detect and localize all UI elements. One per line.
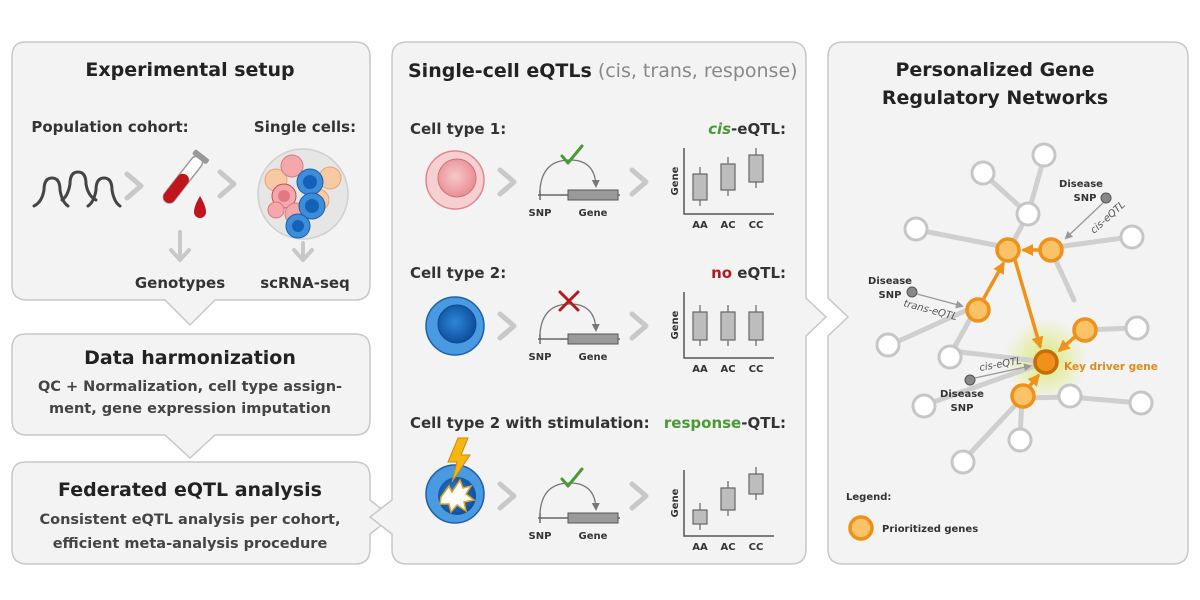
network-nodes: [875, 142, 1154, 475]
prioritized-edges: [982, 244, 1078, 390]
boxplot-box: [692, 509, 708, 525]
svg-text:SNP: SNP: [529, 352, 552, 363]
cis-eqtl-result: cis-eQTL:: [708, 120, 786, 138]
boxplot-box: [748, 154, 764, 183]
boxplot-box: [720, 311, 736, 341]
arrow-right-icon: [629, 167, 649, 197]
stimulated-cell-icon: [425, 437, 485, 524]
legend: Legend: Prioritized genes: [846, 492, 978, 541]
single-cells-icon: [257, 148, 349, 240]
experimental-setup-panel: Experimental setup Population cohort: Si…: [11, 41, 371, 327]
arrow-right-icon: [217, 169, 237, 199]
genotype-label: AC: [720, 364, 735, 375]
cell-type-2-label: Cell type 2:: [410, 264, 506, 282]
prioritized-nodes: [965, 237, 1098, 409]
arrow-right-icon: [629, 481, 649, 511]
genotype-label: CC: [749, 364, 764, 375]
grn-title-line-1: Personalized Gene: [896, 59, 1095, 81]
svg-text:SNP: SNP: [879, 290, 902, 301]
prioritized-gene-swatch: [848, 515, 874, 541]
single-cell-eqtls-panel: Single-cell eQTLs (cis, trans, response) …: [368, 41, 828, 565]
boxplot-box: [720, 163, 736, 191]
grn-title-line-2: Regulatory Networks: [882, 87, 1108, 109]
no-eqtl-boxplot: Gene AA AC CC: [670, 292, 774, 375]
gene-axis-label: Gene: [670, 166, 681, 195]
boxplot-box: [692, 311, 708, 341]
legend-prioritized-genes: Prioritized genes: [882, 524, 978, 535]
key-driver-label: Key driver gene: [1064, 361, 1158, 373]
lightning-icon: [447, 437, 471, 483]
no-eqtl-result: no eQTL:: [711, 264, 786, 282]
boxplot-box: [692, 173, 708, 201]
svg-text:SNP: SNP: [1074, 193, 1097, 204]
svg-text:Gene: Gene: [579, 531, 608, 542]
boxplot-box: [720, 487, 736, 511]
federated-eqtl-title: Federated eQTL analysis: [58, 479, 322, 501]
blood-tube-icon: [162, 149, 209, 218]
genotype-label: AA: [692, 542, 708, 553]
snp-gene-diagram: SNP Gene: [529, 144, 620, 219]
svg-text:Disease: Disease: [1059, 179, 1103, 190]
genotype-label: CC: [749, 220, 764, 231]
federated-eqtl-panel: Federated eQTL analysis Consistent eQTL …: [11, 461, 394, 565]
svg-text:SNP: SNP: [529, 531, 552, 542]
cell-type-1-label: Cell type 1:: [410, 120, 506, 138]
population-cohort-label: Population cohort:: [31, 118, 188, 136]
legend-title: Legend:: [846, 492, 891, 503]
data-harmonization-panel: Data harmonization QC + Normalization, c…: [11, 333, 371, 460]
genotype-label: AC: [720, 542, 735, 553]
arrow-right-icon: [497, 481, 517, 511]
gene-regulatory-network-panel: Personalized Gene Regulatory Networks: [827, 41, 1189, 565]
genotype-label: AA: [692, 364, 708, 375]
genotype-label: AC: [720, 220, 735, 231]
arrow-down-icon: [169, 230, 191, 262]
arrow-right-icon: [497, 311, 517, 341]
genotype-label: CC: [749, 542, 764, 553]
arrow-right-icon: [497, 167, 517, 197]
data-harmonization-title: Data harmonization: [84, 347, 296, 369]
svg-text:Gene: Gene: [579, 208, 608, 219]
svg-text:Disease: Disease: [868, 276, 912, 287]
cross-icon: [558, 290, 580, 312]
disease-snp-bottom: cis-eQTL Disease SNP: [940, 356, 1032, 414]
single-cells-label: Single cells:: [254, 118, 356, 136]
key-driver-node: [1033, 349, 1059, 375]
snp-gene-diagram: SNP Gene: [529, 467, 620, 542]
data-harmonization-line-2: ment, gene expression imputation: [49, 401, 331, 417]
checkmark-icon: [560, 467, 584, 488]
genotype-label: AA: [692, 220, 708, 231]
response-qtl-boxplot: Gene AA AC CC: [670, 467, 774, 553]
experimental-setup-title: Experimental setup: [85, 59, 294, 81]
checkmark-icon: [560, 144, 584, 165]
cell-type-2-stimulation-label: Cell type 2 with stimulation:: [410, 414, 650, 432]
boxplot-box: [748, 473, 764, 495]
federated-eqtl-line-2: efficient meta-analysis procedure: [53, 536, 328, 552]
gene-axis-label: Gene: [670, 488, 681, 517]
arrow-right-icon: [629, 311, 649, 341]
svg-text:Gene: Gene: [579, 352, 608, 363]
people-icon: [32, 170, 122, 208]
federated-eqtl-line-1: Consistent eQTL analysis per cohort,: [39, 512, 340, 528]
arrow-right-icon: [124, 171, 144, 201]
data-harmonization-line-1: QC + Normalization, cell type assign-: [38, 379, 342, 395]
svg-text:Disease: Disease: [940, 389, 984, 400]
cis-eqtl-boxplot: Gene AA AC CC: [670, 148, 774, 231]
arrow-down-icon: [292, 241, 314, 262]
gene-axis-label: Gene: [670, 310, 681, 339]
scrna-seq-label: scRNA-seq: [260, 274, 350, 292]
genotypes-label: Genotypes: [135, 274, 225, 292]
single-cell-eqtls-title: Single-cell eQTLs (cis, trans, response): [408, 60, 798, 82]
red-cell-icon: [425, 150, 485, 210]
boxplot-box: [748, 311, 764, 341]
svg-text:SNP: SNP: [951, 403, 974, 414]
snp-gene-diagram: SNP Gene: [529, 290, 620, 363]
response-qtl-result: response-QTL:: [664, 414, 786, 432]
svg-text:SNP: SNP: [529, 208, 552, 219]
blue-cell-icon: [425, 296, 485, 356]
